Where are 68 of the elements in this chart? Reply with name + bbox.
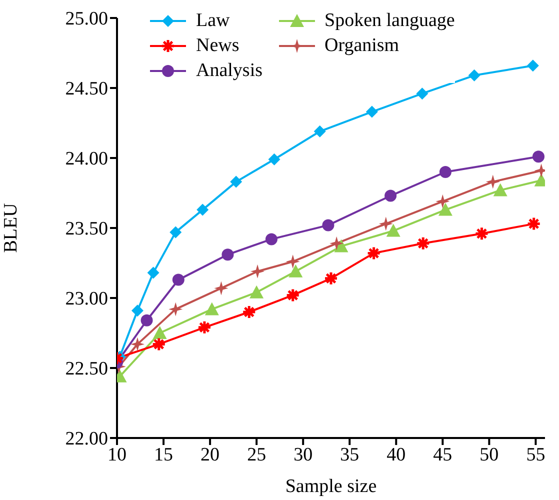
x-tick-label: 20 [200, 444, 220, 466]
point [204, 302, 219, 316]
x-tick-label: 40 [386, 444, 406, 466]
point [439, 166, 452, 178]
x-tick-label: 55 [526, 444, 546, 466]
point [468, 69, 480, 82]
point [196, 204, 209, 216]
point [493, 183, 508, 196]
point [286, 254, 300, 269]
point [322, 219, 334, 232]
y-tick-label: 23.00 [65, 288, 108, 310]
point [130, 337, 144, 352]
point [152, 326, 167, 339]
point [265, 233, 278, 246]
point [532, 150, 544, 163]
point [250, 285, 264, 298]
legend-label: Analysis [196, 59, 262, 83]
x-tick-label: 45 [433, 444, 452, 466]
x-tick-label: 50 [480, 444, 499, 466]
point [140, 314, 153, 326]
point [250, 264, 264, 278]
point [330, 236, 344, 250]
y-tick-label: 24.50 [65, 78, 108, 100]
point [436, 194, 450, 208]
point [152, 336, 166, 352]
y-tick-label: 22.50 [65, 358, 108, 380]
legend-label: Organism [324, 34, 400, 58]
point [172, 274, 184, 286]
y-tick-label: 24.00 [65, 148, 108, 170]
x-tick-label: 30 [294, 444, 313, 466]
point [230, 176, 242, 188]
point [222, 248, 234, 261]
point [131, 304, 144, 317]
x-tick-label: 35 [340, 444, 360, 466]
point [378, 216, 393, 231]
point [366, 106, 378, 118]
legend-label: Law [196, 9, 230, 33]
x-axis-title: Sample size [285, 476, 377, 497]
x-tick-label: 15 [154, 444, 174, 466]
y-axis-title: BLEU [0, 202, 22, 253]
point [268, 153, 280, 166]
point [438, 202, 452, 216]
point [416, 88, 428, 100]
point [416, 236, 430, 251]
point [170, 226, 182, 238]
y-tick-label: 22.00 [65, 428, 108, 450]
point [366, 246, 382, 260]
point [197, 320, 212, 335]
point [147, 266, 160, 279]
point [384, 190, 397, 202]
point [286, 288, 300, 302]
legend-label: Spoken language [324, 9, 455, 33]
y-tick-label: 25.00 [65, 8, 108, 30]
point [214, 281, 228, 296]
point [526, 60, 539, 72]
legend-label: News [196, 34, 240, 58]
point [314, 125, 326, 138]
point [486, 174, 500, 189]
point [288, 264, 303, 278]
x-tick-label: 25 [247, 444, 266, 466]
y-tick-label: 23.50 [65, 218, 108, 240]
point [242, 304, 256, 320]
point [324, 271, 338, 286]
point [526, 216, 542, 232]
point [168, 302, 183, 316]
point [474, 226, 489, 241]
point [386, 224, 400, 237]
x-tick-label: 10 [108, 444, 126, 466]
